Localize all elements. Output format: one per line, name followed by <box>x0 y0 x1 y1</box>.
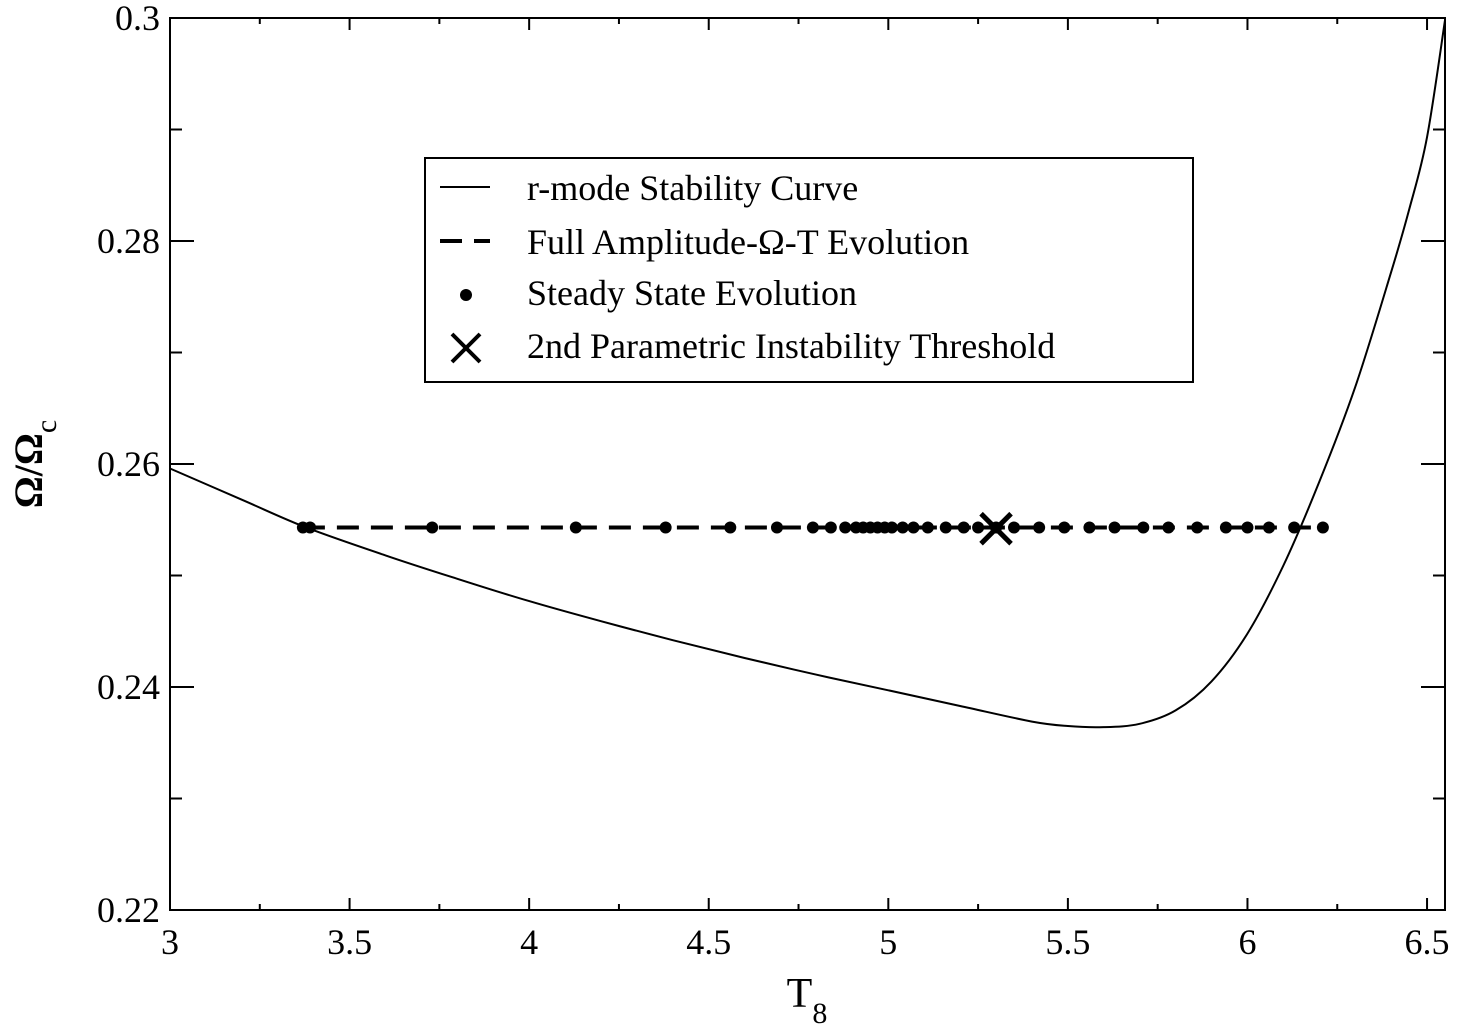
steady-state-point <box>659 521 672 534</box>
steady-state-point <box>1033 521 1046 534</box>
y-tick-label: 0.28 <box>97 221 160 261</box>
x-axis-label-main: T <box>787 971 813 1017</box>
steady-state-point <box>1058 521 1071 534</box>
steady-state-point <box>1137 521 1150 534</box>
x-tick-label: 6.5 <box>1405 922 1450 962</box>
steady-state-point <box>1316 521 1329 534</box>
legend-label-full-amplitude: Full Amplitude-Ω-T Evolution <box>527 222 969 262</box>
threshold-cross-marker <box>979 511 1013 546</box>
tick-labels: 3 3.5 4 4.5 5 5.5 6 6.5 0.22 0.24 0.26 0.28 0.3 <box>97 0 1450 962</box>
steady-state-point <box>1191 521 1204 534</box>
steady-state-point <box>304 521 317 534</box>
steady-state-point <box>907 521 920 534</box>
x-axis-label-sub: 8 <box>812 997 827 1030</box>
x-tick-label: 4.5 <box>686 922 731 962</box>
legend-label-steady-state: Steady State Evolution <box>527 273 857 313</box>
y-axis-label: Ω/Ωc <box>6 420 63 509</box>
legend-item-steady-state: Steady State Evolution <box>460 273 857 313</box>
steady-state-point <box>770 521 783 534</box>
axis-ticks <box>169 17 1445 911</box>
x-tick-label: 5 <box>879 922 897 962</box>
steady-state-point <box>1162 521 1175 534</box>
steady-state-point <box>921 521 934 534</box>
steady-state-point <box>1263 521 1276 534</box>
x-tick-label: 5.5 <box>1045 922 1090 962</box>
legend-label-r-mode: r-mode Stability Curve <box>527 168 858 208</box>
legend-item-full-amplitude: Full Amplitude-Ω-T Evolution <box>440 222 969 262</box>
legend: r-mode Stability Curve Full Amplitude-Ω-… <box>424 157 1194 383</box>
y-tick-label: 0.3 <box>115 0 160 38</box>
steady-state-point <box>957 521 970 534</box>
x-tick-label: 4 <box>520 922 538 962</box>
y-tick-label: 0.24 <box>97 667 160 707</box>
series-layer <box>169 20 1446 729</box>
x-tick-label: 3 <box>161 922 179 962</box>
y-tick-label: 0.26 <box>97 444 160 484</box>
steady-state-point <box>896 521 909 534</box>
steady-state-point <box>939 521 952 534</box>
x-tick-label: 6 <box>1238 922 1256 962</box>
series-r-mode-stability-curve <box>169 20 1446 729</box>
legend-cross-symbol <box>450 332 482 364</box>
legend-item-threshold: 2nd Parametric Instability Threshold <box>450 326 1055 366</box>
steady-state-point <box>839 521 852 534</box>
steady-state-point <box>1083 521 1096 534</box>
x-tick-label: 3.5 <box>327 922 372 962</box>
steady-state-point <box>972 521 985 534</box>
legend-dot-symbol <box>460 289 472 301</box>
y-axis-label-main: Ω/Ω <box>6 433 51 508</box>
steady-state-point <box>824 521 837 534</box>
steady-state-point <box>885 521 898 534</box>
x-axis-label: T8 <box>787 971 828 1030</box>
steady-state-point <box>1241 521 1254 534</box>
plot-frame <box>169 17 1446 911</box>
steady-state-point <box>1108 521 1121 534</box>
legend-box <box>424 157 1194 383</box>
steady-state-point <box>1288 521 1301 534</box>
steady-state-point <box>1008 521 1021 534</box>
y-axis-label-sub: c <box>30 420 63 433</box>
legend-label-threshold: 2nd Parametric Instability Threshold <box>527 326 1055 366</box>
plot-border <box>169 17 1446 911</box>
steady-state-point <box>1219 521 1232 534</box>
steady-state-point <box>569 521 582 534</box>
steady-state-point <box>806 521 819 534</box>
legend-item-r-mode: r-mode Stability Curve <box>440 168 858 208</box>
steady-state-point <box>724 521 737 534</box>
steady-state-point <box>426 521 439 534</box>
y-tick-label: 0.22 <box>97 890 160 930</box>
